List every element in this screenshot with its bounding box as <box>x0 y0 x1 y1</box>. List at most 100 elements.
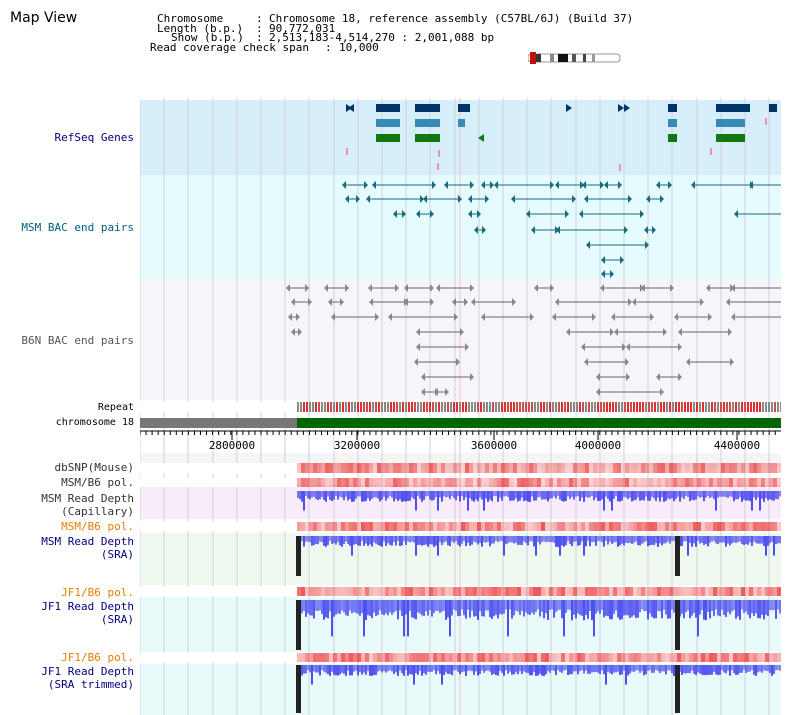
msm-depth-sra-bar <box>603 536 605 547</box>
track-label-msm-depth-capillary[interactable]: MSM Read Depth (Capillary) <box>41 492 134 518</box>
msm-bac-end <box>342 181 346 189</box>
jf1-depth-trimmed-bar <box>577 665 579 675</box>
jf1-depth-trimmed-bar <box>537 665 539 676</box>
msm-depth-sra-bar <box>421 536 423 546</box>
track-label-jf1-depth-sra[interactable]: JF1 Read Depth (SRA) <box>41 600 134 626</box>
repeat-element <box>324 402 326 412</box>
msm-depth-capillary-bar <box>695 491 697 500</box>
track-label-jf1-depth-trimmed[interactable]: JF1 Read Depth (SRA trimmed) <box>41 665 134 691</box>
jf1-depth-trimmed-bar <box>311 665 313 685</box>
msm-bac-end <box>620 256 624 264</box>
msm-bac-end <box>477 210 481 218</box>
msm-depth-capillary-bar <box>733 491 735 502</box>
msm-depth-capillary-bar <box>725 491 727 498</box>
jf1-b6-pol-1-cell <box>745 587 749 596</box>
jf1-depth-trimmed-bar <box>657 665 659 672</box>
msm-depth-sra-bar <box>467 536 469 543</box>
ruler-tick-label: 2800000 <box>209 439 255 452</box>
jf1-depth-trimmed-bar <box>619 665 621 676</box>
msm-depth-sra-bar <box>471 536 473 545</box>
msm-depth-sra-bar <box>759 536 761 544</box>
msm-b6-pol-2-cell <box>773 522 777 531</box>
jf1-depth-trimmed-bar <box>725 665 727 674</box>
track-label-msm-b6-pol-2[interactable]: MSM/B6 pol. <box>61 520 134 533</box>
repeat-element <box>315 402 317 412</box>
track-label-msm-b6-pol-1[interactable]: MSM/B6 pol. <box>61 476 134 489</box>
genome-browser-panel[interactable]: 2800000 3200000 3600000 4000000 4400000 <box>140 98 781 715</box>
msm-b6-pol-2-cell <box>617 522 621 531</box>
msm-depth-capillary-bar <box>385 491 387 501</box>
msm-depth-sra-bar <box>537 536 539 542</box>
msm-depth-sra-bar <box>307 536 309 542</box>
msm-depth-sra-bar <box>331 536 333 544</box>
track-label-jf1-b6-pol-1[interactable]: JF1/B6 pol. <box>61 586 134 599</box>
msm-b6-pol-2-cell <box>541 522 545 531</box>
track-canvas[interactable]: 2800000 3200000 3600000 4000000 4400000 <box>140 98 781 715</box>
track-label-repeat[interactable]: Repeat <box>97 402 134 413</box>
track-label-msm-bac[interactable]: MSM BAC end pairs <box>21 221 134 234</box>
b6n-bac-end <box>434 388 438 396</box>
msm-depth-sra-bar <box>393 536 395 542</box>
jf1-b6-pol-1-cell <box>369 587 373 596</box>
repeat-element <box>672 402 674 412</box>
track-label-b6n-bac[interactable]: B6N BAC end pairs <box>21 334 134 347</box>
gene-feature <box>716 134 745 142</box>
jf1-depth-sra-bar <box>391 600 393 615</box>
jf1-depth-sra-bar <box>385 600 387 614</box>
repeat-element <box>675 402 677 412</box>
jf1-depth-trimmed-bar <box>391 665 393 672</box>
track-label-jf1-b6-pol-2[interactable]: JF1/B6 pol. <box>61 651 134 664</box>
jf1-depth-trimmed-bar <box>309 665 311 673</box>
msm-depth-capillary-bar <box>761 491 763 499</box>
msm-bac-end <box>572 195 576 203</box>
msm-depth-capillary-bar <box>713 491 715 500</box>
chromosome-ideogram[interactable] <box>528 52 623 64</box>
msm-depth-capillary-bar <box>737 491 739 500</box>
track-label-chromosome[interactable]: chromosome 18 <box>55 417 134 428</box>
msm-b6-pol-1-cell <box>673 478 677 487</box>
jf1-depth-sra-bar <box>567 600 569 610</box>
msm-depth-sra-bar <box>363 536 365 546</box>
msm-b6-pol-2-cell <box>517 522 521 531</box>
jf1-depth-sra-bar <box>779 600 781 614</box>
track-label-dbsnp[interactable]: dbSNP(Mouse) <box>54 461 134 474</box>
msm-b6-pol-2-cell <box>425 522 429 531</box>
jf1-depth-trimmed-bar <box>761 665 763 673</box>
msm-depth-sra-bar <box>515 536 517 543</box>
repeat-element <box>384 402 386 412</box>
msm-depth-sra-bar <box>449 536 451 547</box>
msm-depth-capillary-bar <box>365 491 367 502</box>
jf1-b6-pol-2-cell <box>401 653 405 662</box>
dbsnp-cell <box>701 463 705 473</box>
jf1-b6-pol-2-cell <box>729 653 733 662</box>
msm-b6-pol-2-cell <box>777 522 781 531</box>
jf1-b6-pol-2-cell <box>553 653 557 662</box>
jf1-depth-trimmed-bar <box>617 665 619 672</box>
jf1-depth-trimmed-bar <box>773 665 775 674</box>
msm-depth-capillary-bar <box>499 491 501 498</box>
jf1-depth-sra-bar <box>443 600 445 611</box>
msm-depth-capillary-bar <box>539 491 541 497</box>
msm-depth-capillary-bar <box>399 491 401 500</box>
msm-bac-end <box>366 195 370 203</box>
track-label-refseq-genes[interactable]: RefSeq Genes <box>54 131 134 144</box>
msm-depth-sra-bar <box>557 536 559 547</box>
jf1-b6-pol-2-empty <box>140 653 297 662</box>
msm-depth-capillary-bar <box>593 491 595 501</box>
jf1-depth-trimmed-bar <box>599 665 601 675</box>
dbsnp-cell <box>685 463 689 473</box>
msm-b6-pol-1-cell <box>509 478 513 487</box>
jf1-depth-trimmed-bar <box>359 665 361 673</box>
msm-depth-sra-bar <box>751 536 753 546</box>
repeat-element <box>405 402 407 412</box>
msm-b6-pol-2-cell <box>545 522 549 531</box>
repeat-element <box>591 402 593 412</box>
track-label-msm-depth-sra[interactable]: MSM Read Depth (SRA) <box>41 535 134 561</box>
b6n-bac-end <box>596 373 600 381</box>
jf1-b6-pol-2-cell <box>425 653 429 662</box>
jf1-depth-trimmed-bar <box>435 665 437 675</box>
msm-depth-capillary-bar <box>705 491 707 498</box>
jf1-b6-pol-2-cell <box>577 653 581 662</box>
jf1-b6-pol-1-cell <box>433 587 437 596</box>
jf1-depth-trimmed-bar <box>427 665 429 672</box>
